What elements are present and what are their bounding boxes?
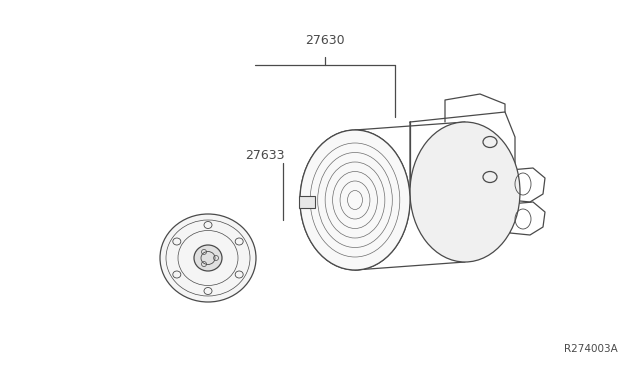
Ellipse shape	[194, 245, 222, 271]
Ellipse shape	[410, 122, 520, 262]
Ellipse shape	[300, 130, 410, 270]
Ellipse shape	[160, 214, 256, 302]
Text: R274003A: R274003A	[564, 344, 618, 354]
Ellipse shape	[300, 130, 410, 270]
Text: 27633: 27633	[245, 148, 285, 161]
Text: 27630: 27630	[305, 34, 345, 47]
FancyBboxPatch shape	[299, 196, 315, 208]
